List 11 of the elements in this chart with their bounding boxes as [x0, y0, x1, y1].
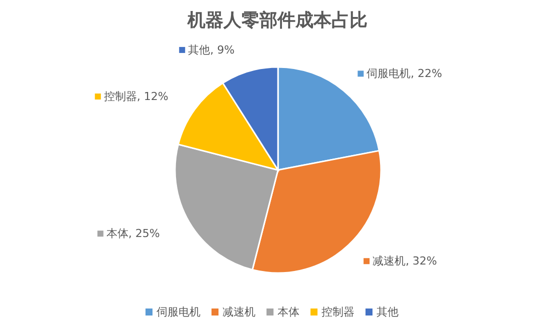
data-label: 伺服电机, 22%	[366, 67, 442, 80]
legend-label: 控制器	[322, 306, 354, 318]
data-label: 其他, 9%	[188, 43, 235, 56]
legend-label: 伺服电机	[156, 306, 200, 318]
data-label: 本体, 25%	[106, 227, 160, 240]
data-label: 减速机, 32%	[372, 254, 438, 268]
chart-title: 机器人零部件成本占比	[186, 10, 368, 31]
legend-label: 其他	[376, 306, 398, 318]
data-label: 控制器, 12%	[104, 90, 168, 104]
legend-label: 减速机	[222, 306, 256, 318]
legend-label: 本体	[278, 306, 300, 318]
